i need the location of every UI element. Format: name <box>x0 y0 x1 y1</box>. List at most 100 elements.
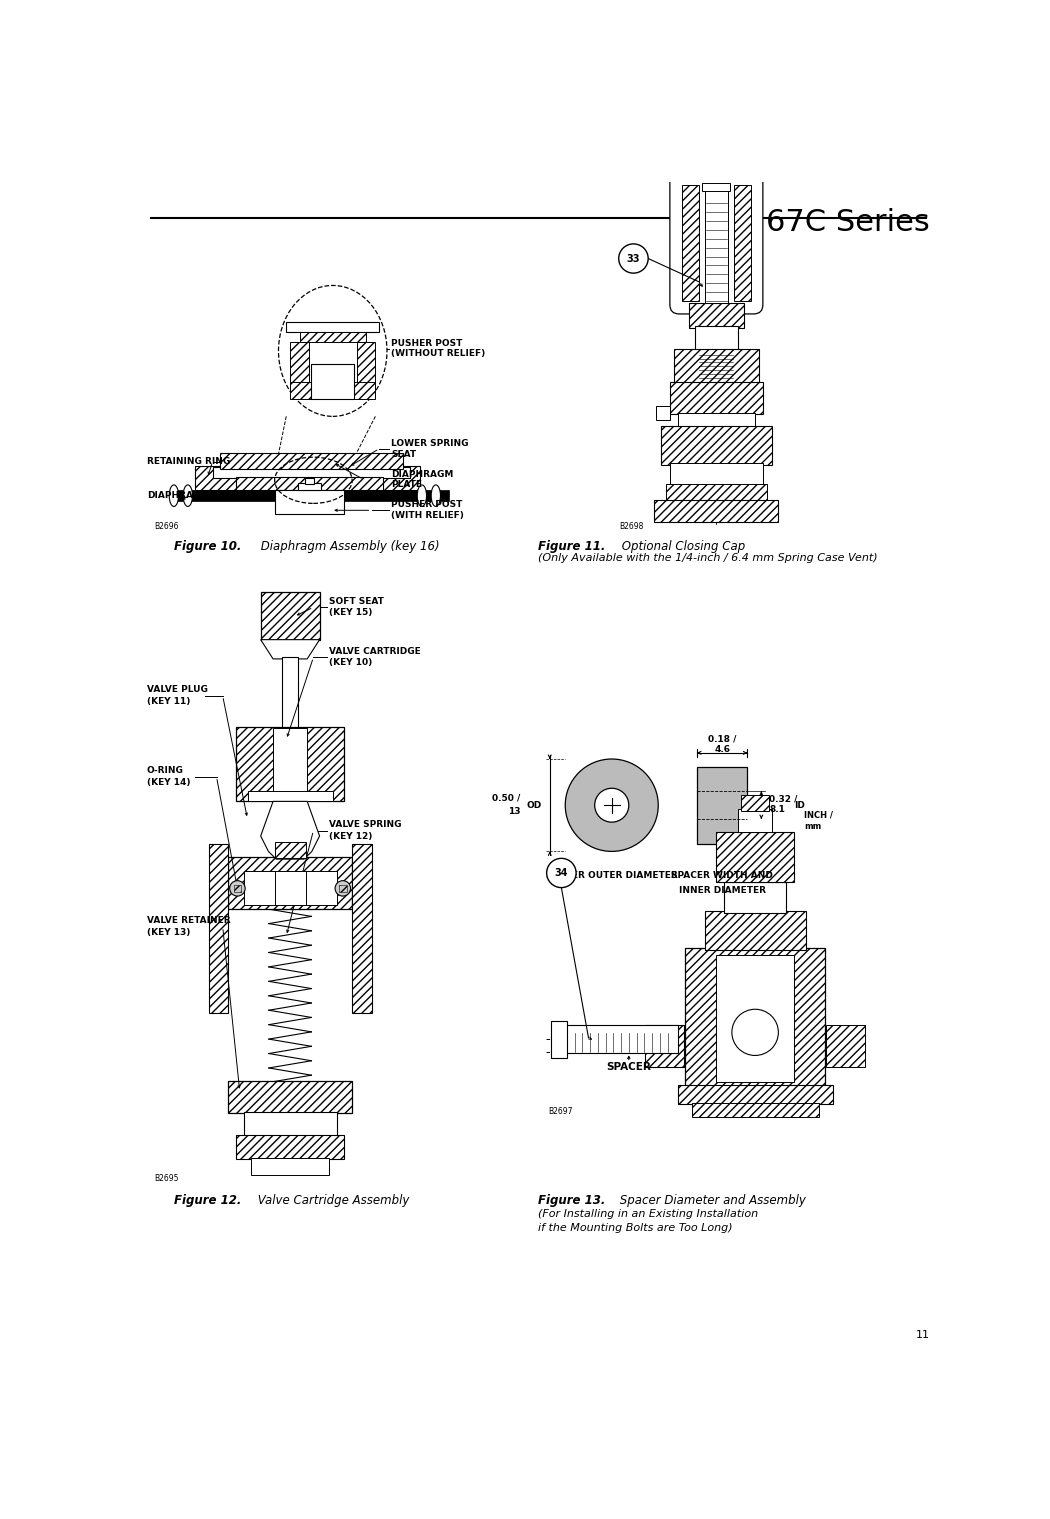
Bar <box>248 790 333 802</box>
Bar <box>670 381 763 415</box>
Bar <box>656 407 670 421</box>
Bar <box>654 500 778 523</box>
Text: 34: 34 <box>554 867 568 878</box>
Text: VALVE PLUG: VALVE PLUG <box>147 685 208 694</box>
Text: Figure 10.: Figure 10. <box>174 539 242 553</box>
Bar <box>275 870 306 905</box>
Text: SPACER WIDTH AND: SPACER WIDTH AND <box>671 870 773 880</box>
Bar <box>741 796 769 811</box>
Bar <box>670 463 763 486</box>
Bar <box>339 884 347 892</box>
Bar <box>170 491 449 501</box>
Text: Figure 12.: Figure 12. <box>174 1194 242 1208</box>
Bar <box>674 349 759 383</box>
Bar <box>826 1025 865 1066</box>
Circle shape <box>732 1009 778 1056</box>
Bar <box>260 592 319 639</box>
Bar <box>212 468 411 478</box>
Text: INCH /: INCH / <box>804 811 833 820</box>
Text: LOWER SPRING: LOWER SPRING <box>391 439 468 448</box>
Text: B2697: B2697 <box>548 1107 572 1116</box>
Bar <box>228 857 352 910</box>
Text: (WITH RELIEF): (WITH RELIEF) <box>391 512 464 519</box>
Bar <box>290 381 376 398</box>
Circle shape <box>594 788 629 822</box>
Circle shape <box>230 881 245 896</box>
Bar <box>565 1025 677 1053</box>
Text: DIAPHRAGM: DIAPHRAGM <box>147 491 209 500</box>
Text: 67C Series: 67C Series <box>765 208 929 237</box>
Bar <box>660 427 772 465</box>
Text: if the Mounting Bolts are Too Long): if the Mounting Bolts are Too Long) <box>538 1223 733 1233</box>
Ellipse shape <box>432 485 441 506</box>
Bar <box>251 1157 329 1174</box>
Bar <box>724 883 786 913</box>
Bar <box>287 322 379 333</box>
Bar <box>677 413 755 428</box>
Bar <box>357 342 376 381</box>
Text: Optional Closing Cap: Optional Closing Cap <box>618 539 745 553</box>
Text: 8.1: 8.1 <box>769 805 785 814</box>
Bar <box>236 1135 344 1159</box>
Text: SEAT: SEAT <box>391 450 416 459</box>
Text: O-RING: O-RING <box>147 766 184 775</box>
Bar <box>352 843 372 1013</box>
Bar <box>702 184 731 191</box>
Bar <box>244 870 337 905</box>
Polygon shape <box>260 802 319 860</box>
Bar <box>300 331 366 342</box>
Text: mm: mm <box>804 822 821 831</box>
Ellipse shape <box>169 485 179 506</box>
Text: Diaphragm Assembly (key 16): Diaphragm Assembly (key 16) <box>257 539 439 553</box>
Text: PUSHER POST: PUSHER POST <box>391 500 462 509</box>
Circle shape <box>618 245 648 273</box>
Text: ID: ID <box>794 801 804 810</box>
Polygon shape <box>260 639 319 659</box>
Text: 0.18 /: 0.18 / <box>708 735 736 743</box>
Text: SPACER OUTER DIAMETER: SPACER OUTER DIAMETER <box>546 870 677 880</box>
Bar <box>236 477 383 491</box>
Text: SOFT SEAT: SOFT SEAT <box>329 597 383 606</box>
FancyBboxPatch shape <box>670 172 763 314</box>
Text: 4.6: 4.6 <box>714 744 730 753</box>
Text: Spacer Diameter and Assembly: Spacer Diameter and Assembly <box>615 1194 805 1208</box>
Bar <box>695 327 738 351</box>
Text: (KEY 15): (KEY 15) <box>329 608 373 617</box>
Bar <box>666 485 766 501</box>
Bar <box>311 365 355 398</box>
Text: Valve Cartridge Assembly: Valve Cartridge Assembly <box>254 1194 410 1208</box>
Bar <box>645 1025 684 1066</box>
Bar <box>228 1082 352 1113</box>
Text: (KEY 14): (KEY 14) <box>147 778 190 787</box>
Text: Figure 11.: Figure 11. <box>538 539 606 553</box>
Text: PUSHER POST: PUSHER POST <box>391 339 462 348</box>
Text: B2698: B2698 <box>620 523 644 532</box>
Bar <box>290 342 309 381</box>
Bar <box>233 884 242 892</box>
Text: (WITHOUT RELIEF): (WITHOUT RELIEF) <box>391 349 485 358</box>
Bar <box>705 911 805 949</box>
Text: 0.32 /: 0.32 / <box>769 794 797 804</box>
Text: VALVE CARTRIDGE: VALVE CARTRIDGE <box>329 647 421 656</box>
Bar <box>551 1021 567 1057</box>
Bar <box>734 185 751 301</box>
Bar <box>209 843 228 1013</box>
Bar <box>275 842 306 858</box>
Bar <box>304 478 314 485</box>
Bar <box>220 453 402 469</box>
Circle shape <box>335 881 351 896</box>
Bar <box>236 726 344 802</box>
Ellipse shape <box>417 485 426 506</box>
Text: Figure 13.: Figure 13. <box>538 1194 606 1208</box>
Bar <box>378 466 420 491</box>
Text: VALVE SPRING: VALVE SPRING <box>329 820 401 829</box>
Bar <box>298 483 321 491</box>
Bar <box>677 1085 833 1104</box>
Text: (KEY 12): (KEY 12) <box>329 831 373 840</box>
Bar <box>689 304 743 328</box>
Bar <box>195 466 237 491</box>
Ellipse shape <box>183 485 192 506</box>
Text: 0.50 /: 0.50 / <box>492 793 521 802</box>
Text: (KEY 13): (KEY 13) <box>147 928 190 937</box>
Text: SPACER: SPACER <box>606 1062 651 1072</box>
